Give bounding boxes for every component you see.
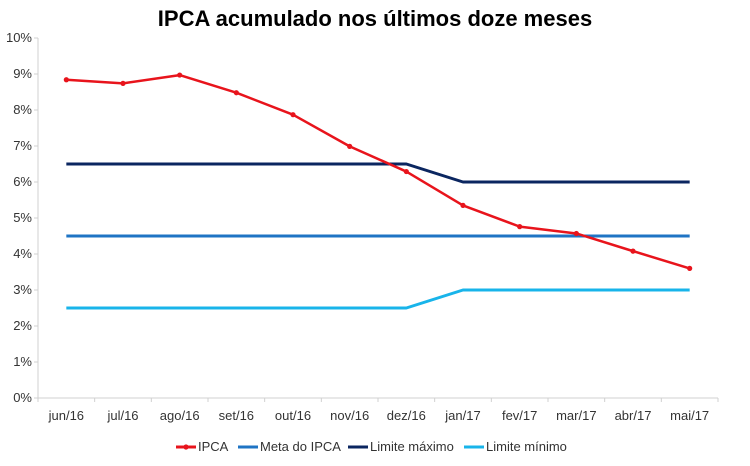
x-tick-label: mai/17: [670, 408, 709, 423]
y-tick-label: 7%: [13, 138, 32, 153]
legend-label: IPCA: [198, 439, 229, 454]
data-point: [687, 265, 693, 271]
data-point: [233, 90, 239, 96]
y-tick-label: 2%: [13, 318, 32, 333]
data-point: [290, 112, 296, 118]
x-tick-label: nov/16: [330, 408, 369, 423]
legend-item: Limite máximo: [348, 439, 454, 454]
y-tick-label: 3%: [13, 282, 32, 297]
x-tick-label: jun/16: [48, 408, 84, 423]
x-tick-label: fev/17: [502, 408, 537, 423]
series-layer: [63, 72, 693, 310]
legend: IPCA Meta do IPCA Limite máximo Limite míni…: [176, 439, 567, 454]
legend-label: Limite mínimo: [486, 439, 567, 454]
x-tick-label: out/16: [275, 408, 311, 423]
series-limite-m-ximo: [66, 162, 690, 184]
legend-label: Meta do IPCA: [260, 439, 341, 454]
legend-item: Limite mínimo: [464, 439, 567, 454]
y-tick-label: 8%: [13, 102, 32, 117]
data-point: [630, 248, 636, 254]
data-point: [403, 168, 409, 175]
x-tick-label: mar/17: [556, 408, 596, 423]
x-tick-label: set/16: [219, 408, 254, 423]
y-tick-label: 1%: [13, 354, 32, 369]
x-tick-label: jan/17: [444, 408, 480, 423]
data-point: [347, 143, 353, 149]
axes: 0% 1% 2% 3% 4% 5% 6% 7% 8% 9% 10% jun/16 jul/16 ago/1…: [6, 30, 719, 423]
series-line: [66, 73, 691, 270]
y-tick-label: 5%: [13, 210, 32, 225]
data-point: [120, 80, 126, 86]
series-ipca: [63, 72, 693, 271]
data-point: [460, 202, 466, 208]
y-tick-label: 10%: [6, 30, 32, 45]
x-tick-label: dez/16: [387, 408, 426, 423]
y-tick-label: 0%: [13, 390, 32, 405]
y-tick-label: 6%: [13, 174, 32, 189]
y-tick-label: 9%: [13, 66, 32, 81]
y-tick-label: 4%: [13, 246, 32, 261]
data-point: [573, 230, 579, 237]
x-tick-label: jul/16: [106, 408, 138, 423]
data-point: [177, 72, 183, 78]
legend-marker: [183, 444, 189, 450]
x-tick-label: abr/17: [615, 408, 652, 423]
data-point: [517, 224, 523, 230]
chart-title: IPCA acumulado nos últimos doze meses: [157, 6, 593, 31]
series-line: [66, 288, 690, 310]
data-point: [63, 77, 69, 83]
x-tick-label: ago/16: [160, 408, 200, 423]
legend-label: Limite máximo: [370, 439, 454, 454]
legend-item: Meta do IPCA: [238, 439, 341, 454]
series-limite-m-nimo: [66, 288, 690, 310]
legend-item: IPCA: [176, 439, 229, 454]
series-line: [66, 162, 690, 184]
